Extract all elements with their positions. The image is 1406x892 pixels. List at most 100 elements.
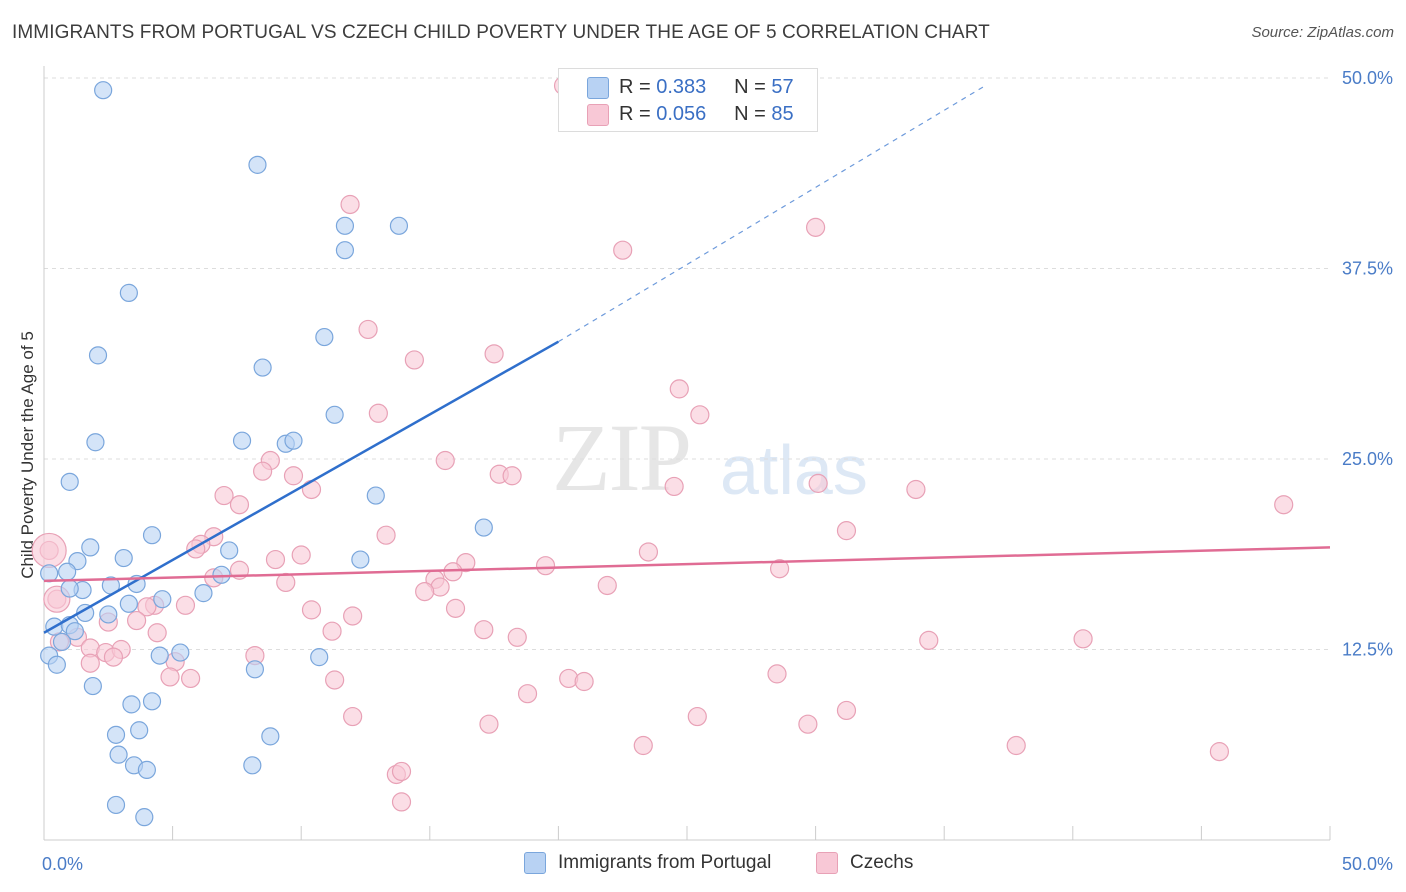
czechs-point [340,194,360,215]
czechs-point [633,735,653,756]
czechs-point [229,495,250,515]
czechs-point [253,461,273,481]
portugal-point [261,727,280,746]
czechs-point [769,559,790,579]
czechs-point [613,240,633,260]
czechs-point [535,556,556,576]
n-label: N = [734,102,766,125]
r-value: 0.383 [656,75,707,98]
portugal-point [253,358,272,377]
legend-row-czechs-text: R = 0.056 N = 85 [619,103,794,126]
portugal-point [47,655,66,674]
y-tick-label: 37.5% [1342,259,1393,279]
czechs-point [175,595,196,615]
portugal-point [40,564,59,583]
x-tick-label: 50.0% [1342,854,1393,874]
portugal-point [366,486,385,505]
portugal-point [81,538,100,557]
czechs-point [147,623,167,643]
czechs-point [443,562,463,582]
czechs-point [80,653,100,673]
chart-title: IMMIGRANTS FROM PORTUGAL VS CZECH CHILD … [12,22,990,43]
czechs-point [767,664,787,684]
portugal-point [94,81,113,100]
portugal-point [52,632,72,651]
czechs-point [160,667,180,687]
czechs-point [283,466,304,486]
portugal-point [325,405,344,424]
czechs-point [391,792,412,812]
czechs-point [906,479,926,500]
czechs-point [265,549,286,570]
r-label: R = [619,75,651,98]
czechs-point [836,521,857,541]
portugal-points [40,81,493,827]
czechs-point [415,581,435,602]
portugal-point [351,550,370,569]
y-tick-label: 50.0% [1342,68,1393,88]
portugal-point [119,283,138,302]
portugal-point [109,745,128,764]
y-tick-label: 12.5% [1342,640,1393,660]
czechs-point [126,610,147,631]
legend-label-czechs: Czechs [850,852,914,873]
portugal-point [60,579,79,598]
stats-legend: R = 0.383 N = 57 R = 0.056 N = 85 [558,68,818,132]
legend-item-czechs: Czechs [816,852,913,874]
czechs-point [507,627,527,647]
czechs-point [103,647,124,667]
portugal-point [171,643,190,662]
legend-label-portugal: Immigrants from Portugal [558,852,772,873]
czechs-point [517,684,538,704]
czechs-swatch [587,104,609,126]
portugal-point [142,692,162,711]
czechs-point [181,668,201,689]
czechs-point [808,473,828,493]
portugal-point [142,526,162,545]
czechs-point [502,466,522,486]
czechs-point [376,525,396,545]
portugal-point [119,594,138,613]
czechs-point-large [31,532,67,569]
portugal-point [245,660,265,679]
czechs-point [1274,495,1294,515]
legend-row-portugal-text: R = 0.383 N = 57 [619,76,794,99]
czechs-point [638,542,659,562]
czechs-point [1073,629,1093,649]
czechs-point [664,476,684,497]
portugal-point [137,760,156,779]
portugal-point [150,646,169,665]
czechs-point [690,405,710,425]
portugal-point [153,590,172,609]
legend-item-portugal: Immigrants from Portugal [524,852,771,874]
portugal-point [122,695,141,714]
portugal-point [106,795,126,815]
czechs-point [301,479,322,500]
czechs-point [1006,735,1026,756]
portugal-point [248,155,267,174]
portugal-point [284,431,303,450]
czechs-legend-swatch [816,852,838,874]
czechs-point [343,606,363,626]
portugal-trend-line [43,340,560,634]
portugal-point [114,548,133,568]
portugal-point [88,346,108,365]
czechs-point [391,761,412,782]
czechs-point [1209,742,1230,762]
portugal-point [60,472,79,491]
portugal-point [335,216,355,235]
r-label: R = [619,102,651,125]
watermark-atlas: atlas [720,431,868,509]
czechs-point [435,450,455,471]
czechs-point [805,217,826,237]
portugal-point [389,216,409,235]
n-value: 85 [771,102,794,125]
tick-labels: 12.5% 25.0% 37.5% 50.0% 0.0% 50.0% [42,68,1393,874]
czechs-point [474,620,494,640]
czechs-point [368,403,388,423]
portugal-point [315,327,334,347]
x-tick-label: 0.0% [42,854,83,874]
portugal-point [220,541,239,560]
axes [43,66,1331,841]
